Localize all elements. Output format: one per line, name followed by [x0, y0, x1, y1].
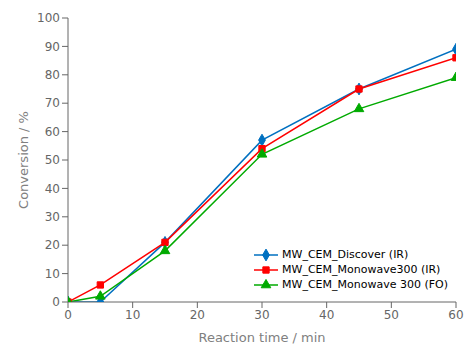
svg-text:20: 20: [190, 308, 205, 322]
svg-text:Conversion / %: Conversion / %: [16, 111, 31, 209]
html-text:MW_CEM_Discover (IR): MW_CEM_Discover (IR): [282, 248, 409, 261]
svg-text:60: 60: [448, 308, 463, 322]
svg-text:30: 30: [45, 210, 60, 224]
svg-text:80: 80: [45, 68, 60, 82]
svg-text:60: 60: [45, 125, 60, 139]
svg-text:40: 40: [45, 182, 60, 196]
svg-text:40: 40: [319, 308, 334, 322]
svg-text:Reaction time / min: Reaction time / min: [198, 330, 325, 345]
svg-text:10: 10: [45, 267, 60, 281]
html-text:MW_CEM_Monowave300 (IR): MW_CEM_Monowave300 (IR): [282, 263, 441, 276]
svg-text:70: 70: [45, 96, 60, 110]
svg-text:0: 0: [64, 308, 72, 322]
svg-text:50: 50: [45, 153, 60, 167]
svg-text:50: 50: [384, 308, 399, 322]
svg-text:10: 10: [125, 308, 140, 322]
html-text:MW_CEM_Monowave 300 (FO): MW_CEM_Monowave 300 (FO): [282, 278, 448, 291]
svg-text:100: 100: [37, 11, 60, 25]
svg-text:20: 20: [45, 238, 60, 252]
svg-text:90: 90: [45, 40, 60, 54]
svg-text:0: 0: [52, 295, 60, 309]
svg-text:30: 30: [254, 308, 269, 322]
